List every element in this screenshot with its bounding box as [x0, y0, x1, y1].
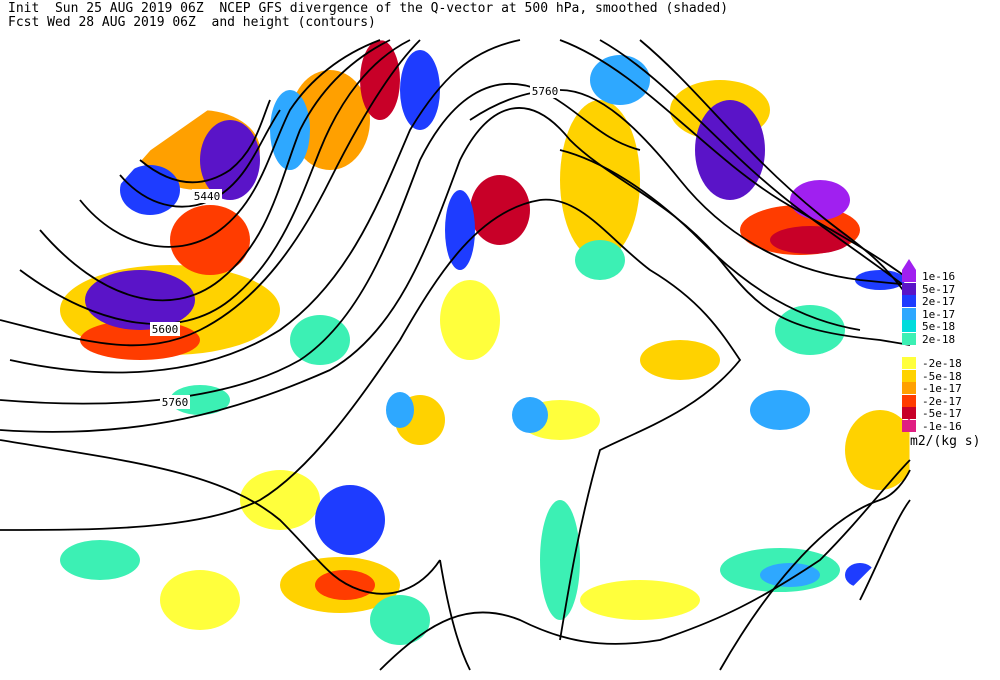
- height-contours: [0, 39, 911, 671]
- colorbar-label: 5e-17: [922, 282, 956, 296]
- colorbar-swatch: [902, 407, 916, 419]
- colorbar-swatch: [902, 382, 916, 394]
- colorbar-label: -5e-18: [922, 369, 962, 383]
- colorbar-label: 2e-18: [922, 332, 956, 346]
- contour-label-5760-north: 5760: [532, 85, 559, 98]
- contour-line: [0, 39, 421, 347]
- contour-label-bg: [192, 189, 222, 203]
- contour-line: [79, 39, 381, 248]
- contour-line: [0, 198, 742, 641]
- contour-line: [859, 499, 911, 601]
- contour-line: [139, 99, 271, 184]
- colorbar-swatch: [902, 270, 916, 282]
- contour-line: [39, 39, 391, 302]
- contour-line: [639, 39, 911, 301]
- contour-line: [379, 459, 911, 671]
- colorbar-label: -1e-16: [922, 419, 962, 433]
- colorbar-label: 1e-16: [922, 270, 956, 283]
- contour-label-5440: 5440: [194, 190, 221, 203]
- contour-line: [0, 439, 441, 595]
- contour-label-bg: [160, 395, 190, 409]
- shaded-field: [60, 40, 910, 645]
- contour-labels: 5440 5600 5760 5760: [150, 84, 560, 409]
- colorbar-top-arrow: [902, 259, 916, 270]
- contour-line: [19, 39, 411, 325]
- contour-line: [559, 149, 861, 331]
- map-title-line-1: Init Sun 25 AUG 2019 06Z NCEP GFS diverg…: [8, 1, 729, 16]
- contour-line: [9, 39, 521, 374]
- contour-label-bg: [150, 322, 180, 336]
- contour-line: [439, 559, 471, 671]
- colorbar-label: 2e-17: [922, 295, 956, 308]
- colorbar-swatch: [902, 295, 916, 307]
- contour-label-5760-west: 5760: [162, 396, 189, 409]
- colorbar-swatch: [902, 332, 916, 345]
- colorbar-swatch: [902, 320, 916, 332]
- colorbar-swatch: [902, 282, 916, 295]
- contour-label-5600: 5600: [152, 323, 179, 336]
- contour-line: [599, 39, 911, 291]
- colorbar-swatch: [902, 307, 916, 320]
- map-title-line-2: Fcst Wed 28 AUG 2019 06Z and height (con…: [8, 15, 376, 30]
- colorbar-label: 5e-18: [922, 320, 956, 333]
- contour-line: [0, 107, 911, 433]
- positive-divergence-shading: [60, 50, 905, 645]
- colorbar-label: -1e-17: [922, 382, 962, 395]
- colorbar-label: -2e-17: [922, 394, 962, 408]
- colorbar-units: m2/(kg s): [910, 434, 981, 449]
- contour-line: [469, 89, 911, 286]
- contour-label-bg: [530, 84, 560, 98]
- colorbar-swatch: [902, 419, 916, 432]
- contour-line: [0, 82, 641, 405]
- colorbar-label: -2e-18: [922, 357, 962, 370]
- domain-edge: [0, 31, 911, 671]
- colorbar-label: -5e-17: [922, 407, 962, 420]
- colorbar-swatch: [902, 394, 916, 407]
- colorbar-swatch: [902, 357, 916, 369]
- colorbar-label: 1e-17: [922, 307, 956, 321]
- colorbar-swatch: [902, 369, 916, 382]
- contour-line: [719, 469, 911, 671]
